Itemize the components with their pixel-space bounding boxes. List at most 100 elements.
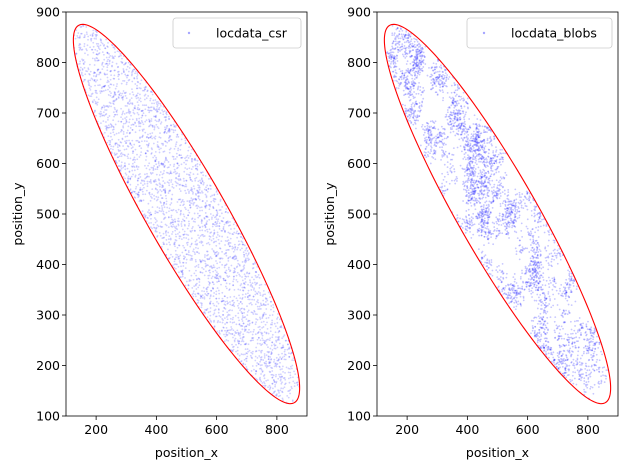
- scatter-point: [144, 88, 146, 91]
- scatter-point: [265, 343, 268, 346]
- scatter-point: [280, 382, 283, 385]
- scatter-point: [161, 226, 164, 228]
- scatter-point: [117, 73, 120, 76]
- scatter-point: [418, 67, 421, 70]
- scatter-point: [605, 377, 607, 380]
- scatter-point: [507, 204, 509, 207]
- scatter-point: [138, 99, 141, 102]
- left-legend-box: [172, 17, 302, 49]
- scatter-point: [250, 311, 253, 314]
- scatter-point: [231, 309, 234, 312]
- scatter-point: [263, 357, 266, 359]
- scatter-point: [243, 286, 245, 289]
- scatter-point: [553, 320, 556, 323]
- scatter-point: [540, 335, 543, 337]
- scatter-point: [474, 182, 477, 184]
- scatter-point: [212, 197, 215, 200]
- scatter-point: [528, 270, 530, 273]
- scatter-point: [175, 235, 178, 238]
- scatter-point: [247, 294, 250, 297]
- scatter-point: [93, 58, 96, 60]
- scatter-point: [236, 271, 239, 274]
- scatter-point: [207, 274, 210, 277]
- scatter-point: [602, 374, 604, 377]
- scatter-point: [452, 165, 454, 167]
- scatter-point: [133, 156, 136, 159]
- scatter-point: [113, 92, 116, 94]
- scatter-point: [430, 150, 433, 153]
- scatter-point: [472, 140, 475, 142]
- scatter-point: [198, 281, 201, 283]
- scatter-point: [260, 308, 262, 310]
- scatter-point: [513, 285, 516, 288]
- scatter-point: [157, 211, 159, 214]
- scatter-point: [154, 229, 157, 232]
- scatter-point: [115, 142, 118, 145]
- scatter-point: [265, 304, 267, 306]
- scatter-point: [131, 102, 134, 105]
- scatter-point: [95, 37, 98, 40]
- scatter-point: [497, 184, 499, 187]
- scatter-point: [96, 34, 98, 36]
- scatter-point: [182, 265, 185, 267]
- scatter-point: [564, 321, 567, 324]
- scatter-point: [222, 277, 225, 280]
- scatter-point: [426, 124, 429, 127]
- scatter-point: [153, 136, 156, 139]
- scatter-point: [173, 218, 176, 221]
- scatter-point: [477, 153, 480, 156]
- scatter-point: [405, 52, 407, 55]
- scatter-point: [116, 66, 119, 69]
- scatter-point: [206, 288, 208, 291]
- scatter-point: [164, 145, 167, 147]
- scatter-point: [534, 329, 536, 332]
- scatter-point: [507, 201, 509, 203]
- scatter-point: [126, 145, 129, 147]
- scatter-point: [432, 127, 435, 130]
- scatter-point: [472, 149, 475, 152]
- scatter-point: [428, 125, 431, 128]
- scatter-point: [267, 303, 269, 306]
- scatter-point: [222, 279, 225, 282]
- scatter-point: [487, 216, 490, 219]
- scatter-point: [107, 135, 110, 138]
- scatter-point: [124, 62, 127, 65]
- scatter-point: [238, 319, 241, 322]
- scatter-point: [557, 361, 559, 364]
- scatter-point: [430, 82, 432, 84]
- scatter-point: [121, 113, 123, 116]
- scatter-point: [507, 189, 510, 191]
- scatter-point: [150, 173, 153, 175]
- scatter-point: [198, 277, 201, 280]
- scatter-point: [125, 118, 128, 121]
- scatter-point: [480, 214, 483, 217]
- scatter-point: [154, 160, 157, 163]
- scatter-point: [500, 156, 503, 159]
- scatter-point: [185, 280, 188, 283]
- scatter-point: [259, 294, 262, 297]
- scatter-point: [240, 269, 243, 272]
- scatter-point: [404, 57, 407, 59]
- scatter-point: [183, 257, 186, 260]
- scatter-point: [209, 213, 212, 215]
- scatter-point: [228, 245, 231, 248]
- scatter-point: [140, 147, 143, 150]
- scatter-point: [442, 77, 445, 80]
- scatter-point: [191, 227, 193, 230]
- scatter-point: [205, 196, 208, 199]
- scatter-point: [219, 257, 222, 260]
- scatter-point: [434, 151, 437, 154]
- scatter-point: [262, 314, 265, 317]
- scatter-point: [543, 350, 545, 352]
- scatter-point: [172, 221, 174, 224]
- scatter-point: [236, 248, 239, 251]
- scatter-point: [169, 172, 172, 175]
- scatter-point: [223, 253, 226, 255]
- scatter-point: [177, 265, 180, 268]
- scatter-point: [252, 263, 255, 265]
- scatter-point: [539, 320, 542, 323]
- scatter-point: [252, 289, 255, 291]
- scatter-point: [420, 63, 423, 66]
- scatter-point: [190, 255, 193, 257]
- scatter-point: [588, 338, 591, 341]
